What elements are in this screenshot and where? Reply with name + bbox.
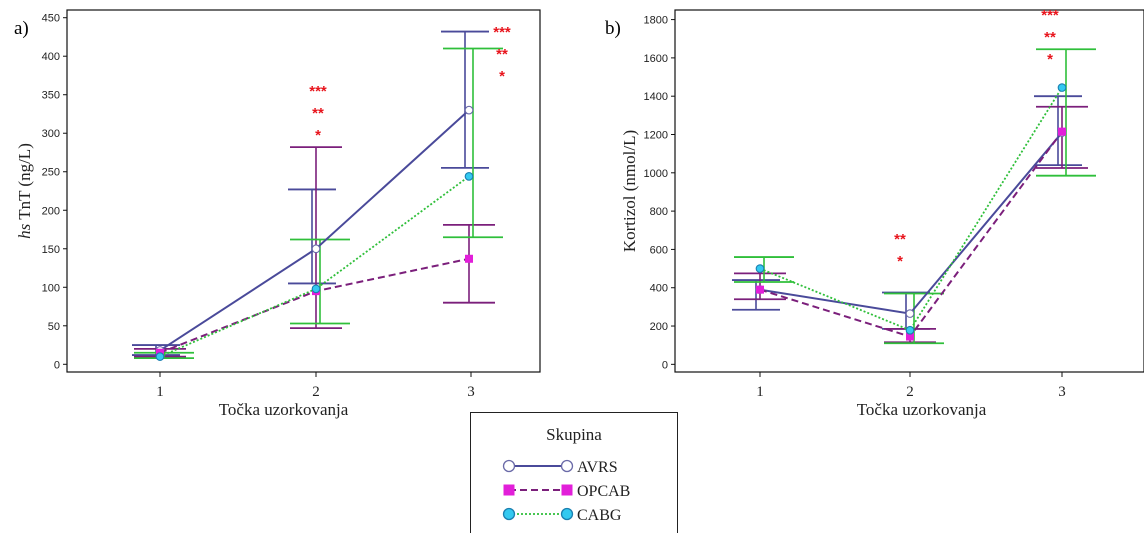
legend-marker <box>502 459 516 473</box>
y-tick-label: 0 <box>662 359 668 371</box>
legend-marker <box>560 459 574 473</box>
legend-marker <box>560 507 574 521</box>
y-axis-label: Kortizol (nmol/L) <box>620 130 639 252</box>
y-tick-label: 1800 <box>644 15 668 27</box>
data-point-opcab <box>465 254 473 263</box>
y-tick-label: 50 <box>48 321 60 333</box>
y-tick-label: 200 <box>650 321 668 333</box>
panel-label: b) <box>605 18 621 39</box>
plot-frame <box>66 9 541 373</box>
significance-stars: *** <box>309 83 327 100</box>
data-point-avrs <box>464 105 474 115</box>
significance-stars: *** <box>1041 7 1059 24</box>
x-tick-label: 3 <box>467 384 475 400</box>
significance-stars: ** <box>496 46 508 63</box>
data-point-cabg <box>1057 83 1067 92</box>
y-axis-label-prefix: hs <box>15 223 34 239</box>
data-point-avrs <box>905 309 915 318</box>
y-tick-label: 400 <box>650 283 668 295</box>
significance-stars: * <box>1047 51 1053 68</box>
data-point-cabg <box>155 352 165 361</box>
x-tick-label: 1 <box>156 384 164 400</box>
legend-entries: AVRS OPCAB CABG <box>502 459 630 524</box>
chart-panel-b: 0 200 400 600 800 1000 1200 1400 1600 1800 1 2 3 Točk… <box>605 7 1144 419</box>
y-tick-label: 150 <box>42 244 60 256</box>
x-tick-label: 3 <box>1058 384 1066 400</box>
y-tick-label: 1200 <box>644 129 668 141</box>
data-point-cabg <box>311 284 321 294</box>
series-line-avrs <box>159 109 470 352</box>
significance-stars: * <box>499 68 505 85</box>
data-point-cabg <box>905 325 915 335</box>
significance-stars: * <box>315 127 321 144</box>
significance-stars: ** <box>312 105 324 122</box>
y-tick-label: 100 <box>42 282 60 294</box>
x-tick-label: 2 <box>906 384 914 400</box>
y-axis-label: hs TnT (ng/L) <box>15 143 34 239</box>
y-tick-label: 200 <box>42 205 60 217</box>
y-tick-label: 300 <box>42 128 60 140</box>
legend-title: Skupina <box>546 425 602 444</box>
legend-marker <box>502 507 516 521</box>
legend-label: OPCAB <box>577 483 630 500</box>
x-axis-label: Točka uzorkovanja <box>219 400 349 419</box>
legend: Skupina AVRS OPCAB CABG <box>470 412 678 533</box>
y-tick-label: 1000 <box>644 168 668 180</box>
x-axis-label: Točka uzorkovanja <box>857 400 987 419</box>
series-line-opcab <box>759 131 1063 338</box>
series-line-cabg <box>159 175 470 358</box>
y-tick-label: 350 <box>42 90 60 102</box>
y-axis-label-text: TnT (ng/L) <box>15 143 34 224</box>
significance-stars: * <box>897 253 903 270</box>
data-point-opcab <box>756 285 764 294</box>
y-tick-label: 1400 <box>644 91 668 103</box>
y-tick-label: 1600 <box>644 53 668 65</box>
significance-stars: ** <box>1044 29 1056 46</box>
significance-stars: ** <box>894 231 906 248</box>
data-point-cabg <box>755 264 765 273</box>
data-point-avrs <box>311 244 321 254</box>
legend-item-avrs: AVRS <box>502 459 618 476</box>
legend-label: CABG <box>577 507 622 524</box>
series-line-cabg <box>759 87 1063 332</box>
data-point-cabg <box>464 172 474 181</box>
legend-label: AVRS <box>577 459 618 476</box>
x-tick-label: 1 <box>756 384 764 400</box>
series-line-opcab <box>159 257 470 354</box>
y-tick-label: 600 <box>650 244 668 256</box>
legend-item-opcab: OPCAB <box>503 483 630 500</box>
y-tick-label: 0 <box>54 359 60 371</box>
y-tick-label: 450 <box>42 13 60 25</box>
data-point-opcab <box>1058 127 1066 136</box>
legend-marker <box>503 484 515 496</box>
panel-label: a) <box>14 18 29 39</box>
significance-stars: *** <box>493 24 511 41</box>
legend-item-cabg: CABG <box>502 507 622 524</box>
y-tick-label: 250 <box>42 167 60 179</box>
y-tick-label: 800 <box>650 206 668 218</box>
chart-panel-a: 0 50 100 150 200 250 300 350 400 450 1 2 3 Točka uzor… <box>14 9 541 419</box>
x-tick-label: 2 <box>312 384 320 400</box>
y-tick-label: 400 <box>42 51 60 63</box>
legend-marker <box>561 484 573 496</box>
